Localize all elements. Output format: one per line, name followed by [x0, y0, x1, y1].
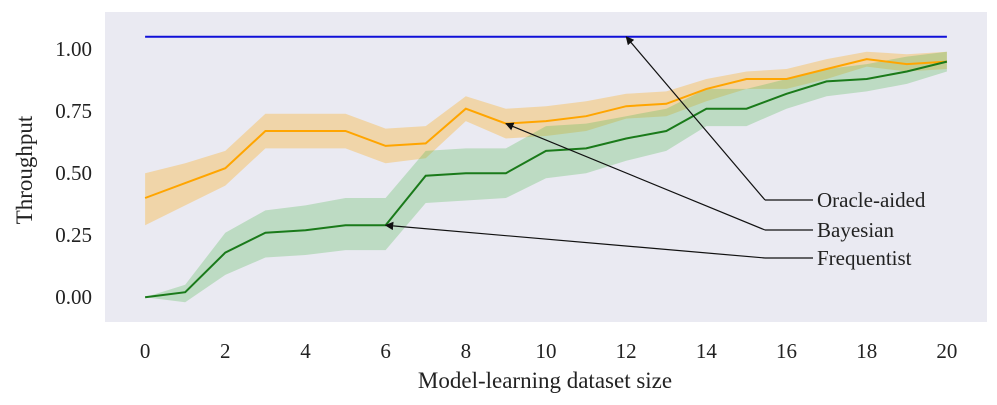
y-tick-label: 0.50	[55, 161, 92, 185]
annotation-arrow-oracle	[625, 36, 766, 201]
y-tick-label: 0.00	[55, 285, 92, 309]
y-tick-label: 1.00	[55, 37, 92, 61]
y-tick-label: 0.25	[55, 223, 92, 247]
x-tick-label: 16	[776, 339, 797, 363]
annotations: Oracle-aided Bayesian Frequentist	[384, 36, 926, 270]
x-tick-label: 14	[696, 339, 718, 363]
confidence-bands	[145, 51, 947, 303]
x-tick-label: 20	[936, 339, 957, 363]
y-axis-label: Throughput	[12, 115, 37, 224]
annotation-label-bayesian: Bayesian	[817, 218, 894, 242]
x-tick-label: 12	[616, 339, 637, 363]
band-bayesian	[145, 51, 947, 226]
annotation-arrow-bayesian	[505, 122, 766, 231]
x-tick-label: 18	[856, 339, 877, 363]
x-axis-ticks: 0 2 4 6 8 10 12 14 16 18 20	[140, 339, 958, 363]
annotation-label-oracle: Oracle-aided	[817, 188, 926, 212]
x-tick-label: 2	[220, 339, 231, 363]
y-axis-ticks: 0.00 0.25 0.50 0.75 1.00	[55, 37, 92, 309]
line-bayesian	[144, 58, 947, 199]
x-tick-label: 4	[300, 339, 311, 363]
y-tick-label: 0.75	[55, 99, 92, 123]
plot-background	[105, 12, 987, 322]
annotation-label-frequentist: Frequentist	[817, 246, 912, 270]
x-tick-label: 8	[461, 339, 472, 363]
x-tick-label: 0	[140, 339, 151, 363]
x-axis-label: Model-learning dataset size	[418, 368, 672, 393]
series-lines	[144, 35, 948, 299]
annotation-arrow-frequentist	[384, 221, 766, 259]
x-tick-label: 6	[380, 339, 391, 363]
band-frequentist	[145, 51, 947, 303]
x-tick-label: 10	[536, 339, 557, 363]
line-frequentist	[144, 60, 948, 299]
